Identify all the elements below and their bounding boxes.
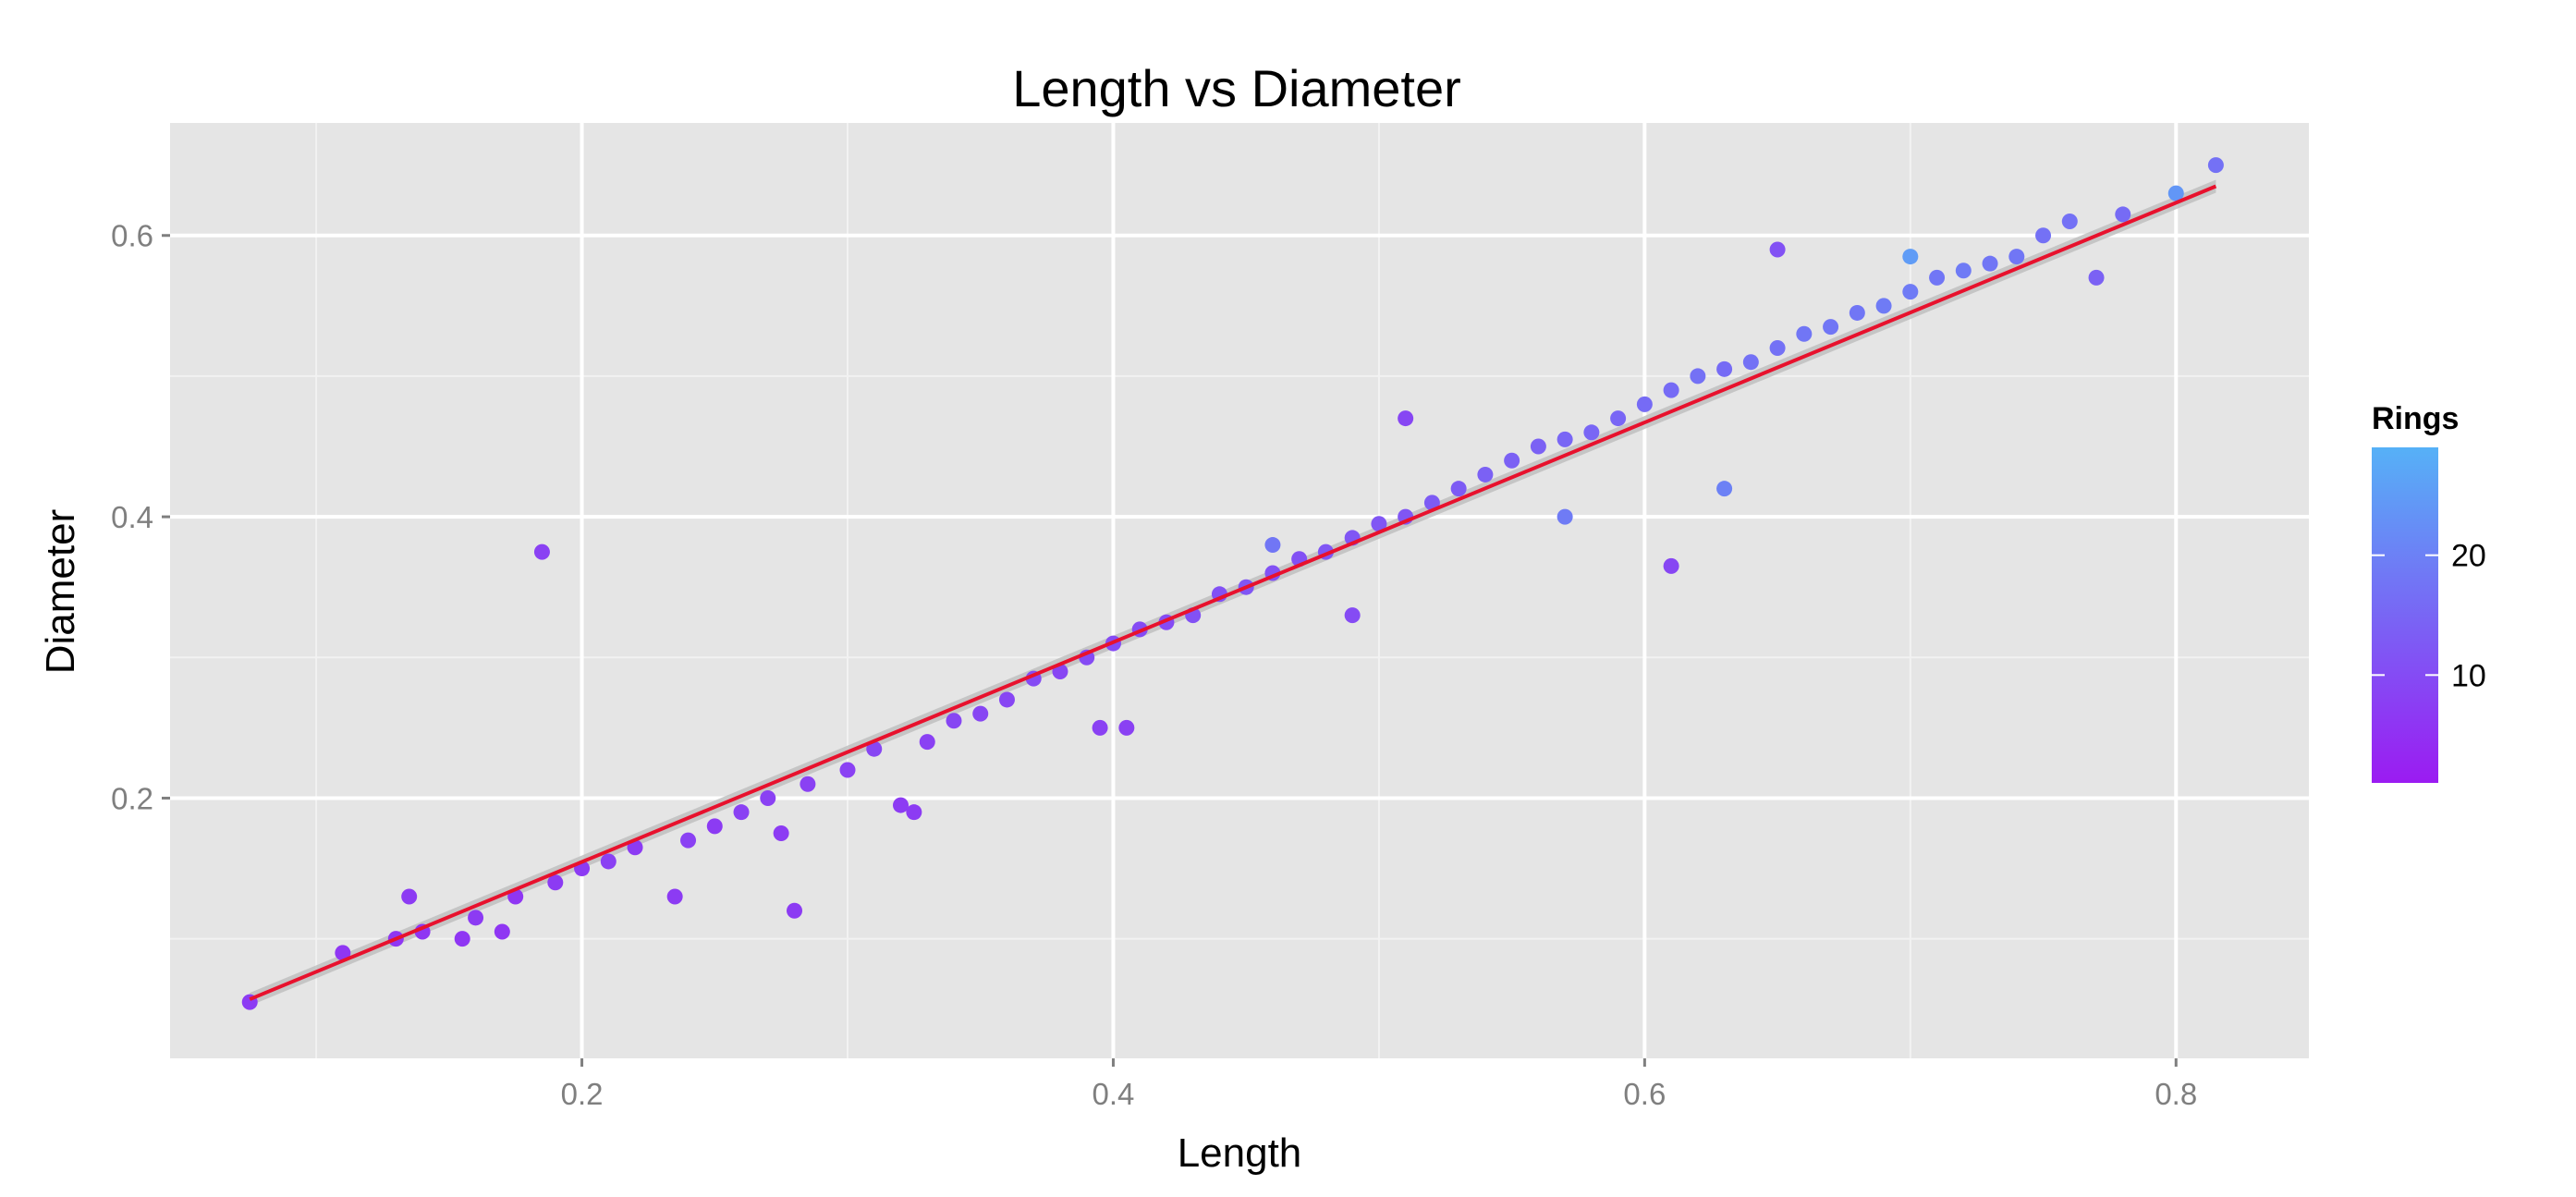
data-point <box>1769 241 1786 258</box>
data-point <box>1769 339 1786 356</box>
major-gridlines <box>170 123 2309 1058</box>
x-tick-label: 0.8 <box>2155 1077 2197 1111</box>
data-point <box>1955 263 1972 279</box>
x-tick-label: 0.4 <box>1093 1077 1135 1111</box>
data-point <box>1929 269 1946 286</box>
data-point <box>2008 249 2025 265</box>
data-point <box>1823 319 1839 336</box>
legend-colorbar <box>2372 447 2438 783</box>
data-point <box>1902 249 1919 265</box>
data-point <box>1371 516 1387 532</box>
data-point <box>1982 255 1998 272</box>
data-point <box>998 691 1015 708</box>
data-point <box>2167 185 2184 202</box>
data-point <box>1344 607 1361 624</box>
data-point <box>733 804 750 821</box>
data-point <box>1583 424 1600 441</box>
data-point <box>1663 382 1679 398</box>
data-point <box>2088 269 2105 286</box>
data-point <box>1796 325 1813 342</box>
data-point <box>1636 396 1653 412</box>
data-point <box>1423 495 1440 511</box>
data-point <box>1477 466 1494 482</box>
legend-ticks: 10 20 <box>2372 539 2486 693</box>
y-tick-label: 0.4 <box>111 500 153 534</box>
data-point <box>2061 214 2078 230</box>
data-point <box>773 825 789 842</box>
data-point <box>1742 354 1759 371</box>
data-point <box>2115 206 2131 223</box>
data-point <box>2035 227 2052 244</box>
y-tick-label: 0.2 <box>111 781 153 815</box>
data-point <box>1450 481 1467 497</box>
data-point <box>972 705 989 722</box>
data-point <box>706 818 723 835</box>
data-point <box>1530 438 1546 455</box>
legend-title: Rings <box>2372 401 2459 436</box>
data-point <box>1118 719 1135 736</box>
data-point <box>2207 157 2224 174</box>
data-point <box>533 544 550 560</box>
data-point <box>1716 481 1733 497</box>
data-point <box>760 789 776 806</box>
data-point <box>1504 452 1520 469</box>
x-axis-title: Length <box>1178 1130 1302 1176</box>
data-point <box>946 713 962 729</box>
data-point <box>800 776 816 792</box>
data-point <box>547 874 564 891</box>
data-point <box>1092 719 1108 736</box>
trend-line-layer <box>249 184 2217 1001</box>
data-point <box>1264 537 1281 554</box>
x-tick-label: 0.6 <box>1623 1077 1666 1111</box>
legend-label: 20 <box>2451 539 2486 574</box>
x-axis-ticks: 0.2 0.4 0.6 0.8 <box>561 1058 2197 1111</box>
data-point <box>906 804 922 821</box>
y-tick-label: 0.6 <box>111 219 153 253</box>
y-axis-ticks: 0.2 0.4 0.6 <box>111 219 170 815</box>
minor-gridlines <box>170 123 2309 1058</box>
x-tick-label: 0.2 <box>561 1077 604 1111</box>
y-axis-title: Diameter <box>38 509 83 675</box>
data-point <box>1849 304 1865 321</box>
data-point <box>892 797 909 813</box>
data-point <box>1663 557 1679 574</box>
data-point <box>1557 508 1573 525</box>
data-point <box>1690 368 1706 385</box>
data-point <box>666 888 683 905</box>
data-point <box>1610 410 1627 427</box>
data-point <box>1716 360 1733 377</box>
data-point <box>600 853 617 870</box>
trend-line <box>249 184 2217 1001</box>
data-point <box>454 931 470 947</box>
legend-label: 10 <box>2451 658 2486 693</box>
data-point <box>919 734 935 751</box>
data-point <box>1557 431 1573 447</box>
data-point <box>1398 410 1414 427</box>
data-point <box>1875 298 1892 314</box>
data-point <box>866 740 883 757</box>
data-point <box>680 832 697 849</box>
chart-title: Length vs Diameter <box>1012 59 1461 117</box>
data-point <box>787 902 803 919</box>
data-point <box>335 945 351 961</box>
data-point <box>468 910 484 926</box>
data-point <box>839 762 856 778</box>
data-points <box>241 157 2224 1010</box>
data-point <box>1902 284 1919 300</box>
data-point <box>401 888 418 905</box>
data-point <box>494 923 510 940</box>
